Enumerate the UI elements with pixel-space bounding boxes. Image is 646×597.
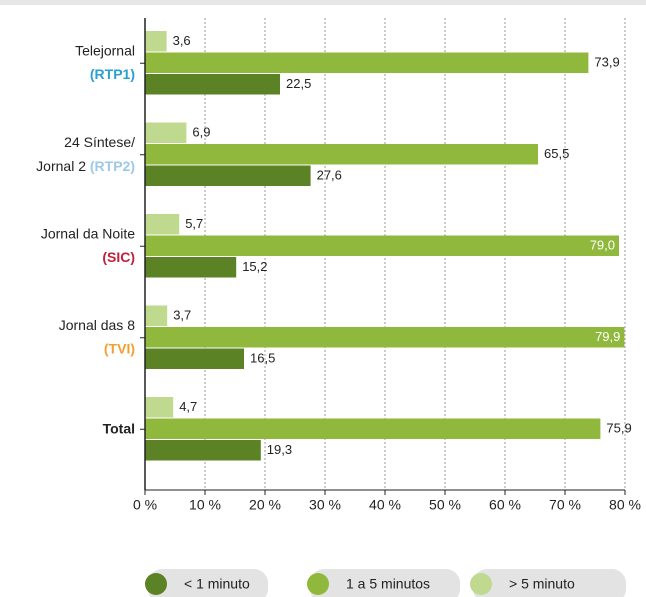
bar bbox=[145, 257, 237, 278]
x-tick-label: 50 % bbox=[429, 497, 461, 513]
value-label: 5,7 bbox=[185, 216, 203, 231]
channel-label: (TVI) bbox=[104, 340, 135, 356]
value-label: 15,2 bbox=[242, 259, 267, 274]
channel-label: (RTP1) bbox=[90, 66, 135, 82]
x-tick-label: 0 % bbox=[133, 497, 157, 513]
x-tick-label: 10 % bbox=[189, 497, 221, 513]
value-label: 3,6 bbox=[173, 33, 191, 48]
bar bbox=[145, 122, 187, 143]
value-label: 79,9 bbox=[595, 329, 620, 344]
legend-swatch bbox=[145, 573, 167, 595]
category-name: Telejornal bbox=[75, 42, 135, 58]
value-label: 73,9 bbox=[594, 55, 619, 70]
legend-pill bbox=[148, 569, 268, 597]
legend-pill bbox=[473, 569, 626, 597]
category-name: Jornal 2 bbox=[36, 157, 86, 173]
category-name: 24 Síntese/ bbox=[64, 133, 135, 149]
legend-label: 1 a 5 minutos bbox=[346, 576, 430, 592]
bar bbox=[145, 327, 625, 348]
x-tick-label: 70 % bbox=[549, 497, 581, 513]
value-label: 16,5 bbox=[250, 351, 275, 366]
bar bbox=[145, 440, 261, 461]
bar bbox=[145, 52, 589, 73]
channel-label: (RTP2) bbox=[90, 157, 135, 173]
legend-swatch bbox=[307, 573, 329, 595]
x-tick-label: 60 % bbox=[489, 497, 521, 513]
value-label: 6,9 bbox=[192, 125, 210, 140]
bar bbox=[145, 397, 174, 418]
value-label: 3,7 bbox=[173, 308, 191, 323]
bar bbox=[145, 214, 180, 235]
bar bbox=[145, 348, 244, 369]
legend-label: < 1 minuto bbox=[184, 576, 250, 592]
value-label: 75,9 bbox=[606, 421, 631, 436]
bar bbox=[145, 165, 311, 186]
category-label: Jornal das 8 bbox=[59, 316, 135, 332]
value-label: 4,7 bbox=[179, 399, 197, 414]
top-strip bbox=[0, 0, 646, 5]
value-label: 22,5 bbox=[286, 76, 311, 91]
value-label: 79,0 bbox=[590, 238, 615, 253]
legend-label: > 5 minuto bbox=[509, 576, 575, 592]
x-tick-label: 40 % bbox=[369, 497, 401, 513]
category-name: Jornal da Noite bbox=[41, 225, 135, 241]
category-label: Jornal da Noite bbox=[41, 225, 135, 241]
category-label: Total bbox=[103, 420, 135, 436]
x-tick-label: 80 % bbox=[609, 497, 641, 513]
bar bbox=[145, 144, 538, 165]
channel-label: (SIC) bbox=[102, 249, 135, 265]
bar bbox=[145, 235, 619, 256]
legend-pill bbox=[310, 569, 460, 597]
bar bbox=[145, 31, 167, 52]
category-label: Telejornal bbox=[75, 42, 135, 58]
bar bbox=[145, 74, 280, 95]
category-label: 24 Síntese/ bbox=[64, 133, 135, 149]
x-tick-label: 30 % bbox=[309, 497, 341, 513]
category-label: Jornal 2 (RTP2) bbox=[36, 157, 135, 173]
x-tick-label: 20 % bbox=[249, 497, 281, 513]
category-name: Jornal das 8 bbox=[59, 316, 135, 332]
bar bbox=[145, 305, 168, 326]
bar bbox=[145, 418, 601, 439]
value-label: 27,6 bbox=[317, 168, 342, 183]
legend-swatch bbox=[470, 573, 492, 595]
value-label: 65,5 bbox=[544, 146, 569, 161]
value-label: 19,3 bbox=[267, 442, 292, 457]
category-name: Total bbox=[103, 420, 135, 436]
